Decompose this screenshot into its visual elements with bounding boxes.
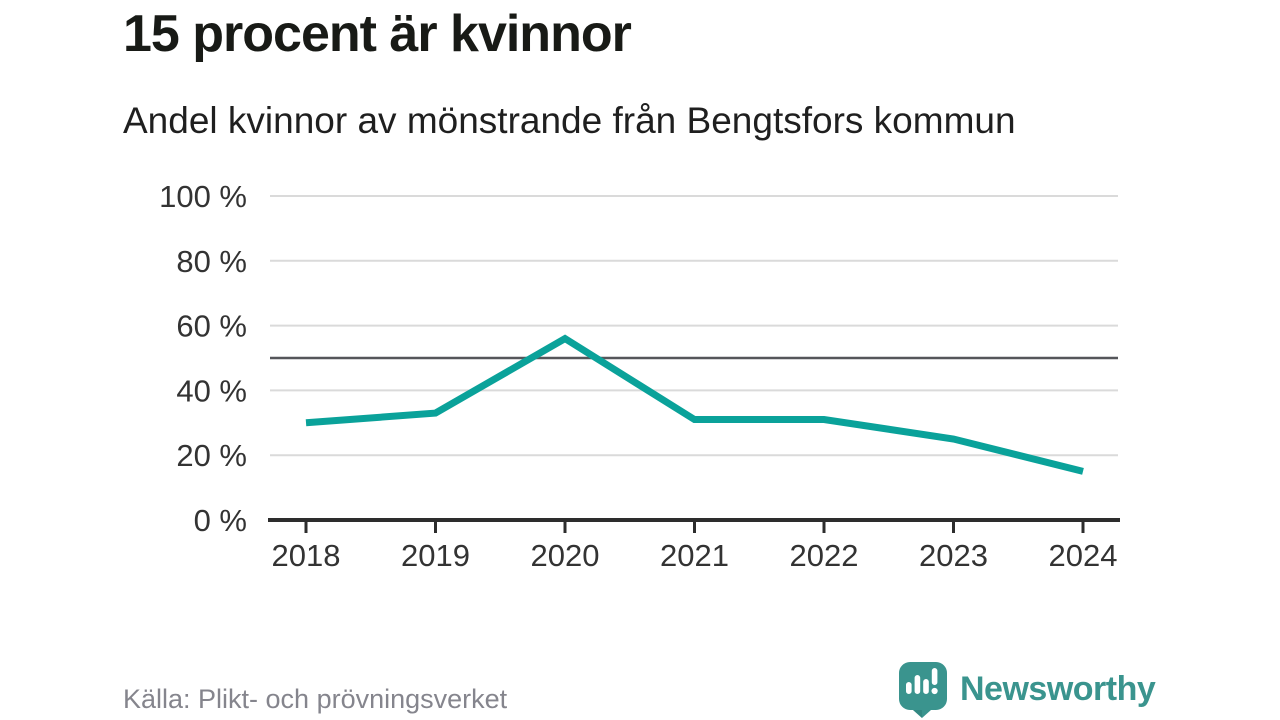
x-axis-label: 2019: [401, 538, 470, 573]
chart-subtitle: Andel kvinnor av mönstrande från Bengtsf…: [123, 100, 1016, 141]
bubble-tail-shade: [913, 710, 922, 718]
bar-1: [906, 682, 912, 694]
newsworthy-brand: Newsworthy: [897, 660, 1156, 718]
x-axis-label: 2022: [790, 538, 859, 573]
newsworthy-logo-text: Newsworthy: [960, 669, 1156, 708]
y-axis-label: 20 %: [176, 438, 247, 473]
source-note: Källa: Plikt- och prövningsverket: [123, 684, 508, 714]
data-line: [305, 334, 1084, 475]
x-axis-label: 2018: [272, 538, 341, 573]
exclamation-dot: [931, 687, 938, 695]
x-axis-label: 2024: [1049, 538, 1118, 573]
bar-3: [923, 679, 929, 694]
headline: 15 procent är kvinnor: [123, 5, 632, 63]
y-axis-label: 0 %: [194, 503, 247, 538]
line-chart: 0 % 20 % 40 % 60 % 80 % 100 % 2018 2019 2020 2021…: [159, 179, 1120, 573]
y-axis-label: 60 %: [176, 309, 247, 344]
exclamation-bar: [931, 668, 938, 685]
x-axis-label: 2020: [531, 538, 600, 573]
y-axis-label: 100 %: [159, 179, 247, 214]
x-axis-label: 2023: [919, 538, 988, 573]
bar-2: [914, 675, 921, 694]
y-axis-label: 80 %: [176, 244, 247, 279]
newsworthy-logo-icon: [899, 662, 947, 718]
y-axis-label: 40 %: [176, 373, 247, 408]
x-axis-label: 2021: [660, 538, 729, 573]
